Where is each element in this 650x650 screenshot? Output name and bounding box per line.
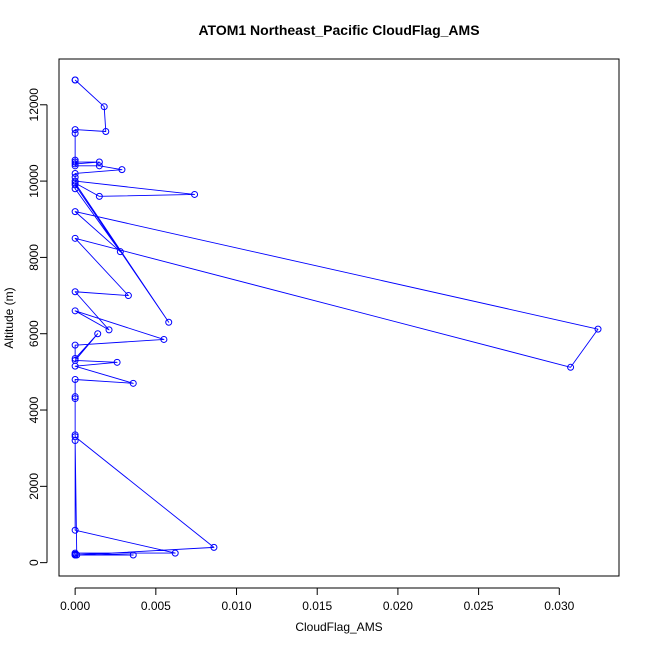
- data-point: [71, 169, 79, 177]
- y-tick-label: 6000: [27, 320, 41, 347]
- data-point: [71, 551, 79, 559]
- data-point: [71, 393, 79, 401]
- x-axis-label: CloudFlag_AMS: [295, 620, 382, 634]
- data-point: [71, 355, 79, 363]
- data-point: [95, 158, 103, 166]
- data-point: [71, 288, 79, 296]
- x-tick-label: 0.005: [141, 599, 171, 613]
- data-point: [95, 192, 103, 200]
- data-point: [100, 103, 108, 111]
- y-tick-label: 8000: [27, 244, 41, 271]
- data-point: [71, 395, 79, 403]
- y-tick-label: 0: [27, 559, 41, 566]
- data-point: [71, 185, 79, 193]
- data-point: [71, 376, 79, 383]
- data-point: [113, 358, 121, 366]
- data-point: [71, 181, 79, 189]
- data-point: [116, 248, 124, 256]
- x-tick-label: 0.030: [544, 599, 574, 613]
- data-point: [160, 335, 168, 343]
- y-axis: 0 2000 4000 6000 8000 10000 12000: [27, 88, 48, 566]
- data-point: [71, 129, 79, 137]
- data-point: [95, 162, 103, 170]
- x-tick-label: 0.000: [60, 599, 90, 613]
- chart-title: ATOM1 Northeast_Pacific CloudFlag_AMS: [198, 22, 479, 38]
- y-tick-label: 12000: [27, 88, 41, 122]
- data-point: [71, 433, 79, 441]
- x-tick-label: 0.015: [302, 599, 332, 613]
- data-point: [594, 325, 602, 333]
- data-point: [129, 379, 137, 387]
- y-axis-label: Altitude (m): [2, 287, 16, 348]
- data-point: [71, 158, 79, 166]
- data-point: [71, 307, 79, 315]
- plot-frame: [58, 58, 620, 577]
- data-point: [105, 326, 113, 334]
- x-tick-label: 0.010: [222, 599, 252, 613]
- data-point: [129, 551, 137, 559]
- y-tick-label: 2000: [27, 473, 41, 500]
- data-point: [71, 126, 79, 134]
- data-point: [102, 127, 110, 135]
- data-point: [71, 177, 79, 185]
- x-tick-label: 0.020: [383, 599, 413, 613]
- data-point: [71, 526, 79, 534]
- data-point: [71, 162, 79, 170]
- x-axis: 0.000 0.005 0.010 0.015 0.020 0.025 0.030: [60, 587, 575, 613]
- data-point: [124, 292, 132, 300]
- data-point: [118, 166, 126, 174]
- data-point: [71, 160, 79, 168]
- y-tick-label: 10000: [27, 164, 41, 198]
- y-tick-label: 4000: [27, 396, 41, 423]
- data-point: [171, 549, 179, 557]
- x-tick-label: 0.025: [464, 599, 494, 613]
- data-point: [165, 318, 173, 326]
- series-group: [71, 76, 602, 559]
- data-point: [94, 330, 102, 338]
- data-point: [71, 208, 79, 216]
- data-point: [71, 234, 79, 242]
- data-point: [191, 190, 199, 198]
- data-point: [71, 437, 79, 445]
- data-point: [567, 363, 575, 371]
- data-point: [210, 543, 218, 551]
- data-point: [71, 341, 79, 349]
- data-point: [71, 76, 79, 84]
- data-point: [71, 362, 79, 370]
